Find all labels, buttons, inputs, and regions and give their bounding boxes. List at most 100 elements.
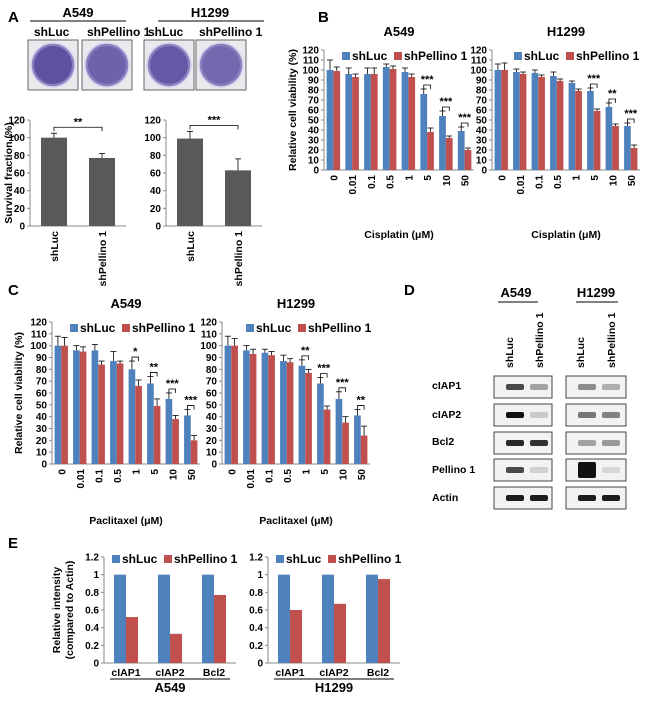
b-a549-xtick-label: 50 [461, 175, 472, 187]
b-h1299-xtick-label: 5 [590, 175, 601, 181]
blot-panel-h1299-0 [565, 375, 627, 399]
b-a549-ytick-label: 120 [302, 46, 319, 57]
c-a549-bar-shpellino-1-1 [79, 351, 87, 464]
b-a549-title: A549 [383, 24, 414, 39]
lane-label-shpellino-h1299: shPellino 1 [606, 312, 618, 368]
e-h1299-xtick-label: Bcl2 [367, 667, 389, 679]
c-a549-xtick-label: 10 [168, 469, 179, 481]
c-h1299-ytick-label: 100 [200, 341, 217, 352]
b-a549-bar-shpellino-1-3 [389, 69, 397, 170]
c-h1299-ytick-label: 110 [201, 329, 218, 340]
a-h1299-ytick-label: 120 [144, 116, 161, 127]
c-h1299-sig-label: *** [317, 363, 331, 375]
a-h1299-ytick-label: 20 [150, 204, 162, 215]
c-h1299-bar-shpellino-1-7 [360, 435, 368, 464]
c-a549-bar-shluc-1 [73, 350, 80, 464]
blot-label-bcl2: Bcl2 [432, 436, 454, 448]
b-h1299-ytick-label: 40 [476, 126, 488, 137]
b-h1299-bar-shluc-7 [624, 126, 631, 170]
a-plate-title-a549: A549 [62, 5, 93, 20]
b-a549-bar-shluc-4 [401, 72, 409, 170]
e-a549-xtick-label: cIAP2 [155, 667, 184, 679]
e-a549-ytick-label: 0.6 [85, 606, 99, 617]
b-h1299-sig-bracket [627, 118, 635, 123]
c-h1299-xtick-label: 0.1 [264, 469, 275, 483]
a-a549-ytick-label: 120 [8, 116, 25, 127]
a-h1299-ytick-label: 60 [150, 169, 162, 180]
b-a549-sig-label: *** [458, 112, 472, 124]
b-a549-ytick-label: 0 [313, 166, 319, 177]
b-a549-sig-label: *** [439, 96, 453, 108]
e-h1299-bar-shpellino-1-0 [290, 610, 302, 663]
c-h1299-bar-shluc-5 [317, 383, 324, 464]
c-a549-bar-shpellino-1-6 [172, 419, 179, 464]
c-a549-ytick-label: 70 [36, 377, 48, 388]
b-a549-legend-swatch-shpellino [394, 52, 402, 60]
panel-letter-b: B [318, 9, 329, 26]
a-h1299-bar-single-0 [177, 138, 203, 226]
blot-band-r3-g1-l1 [602, 467, 620, 473]
e-a549-ytick-label: 1.2 [85, 553, 99, 564]
blot-band-r1-g0-l1 [530, 412, 548, 418]
c-h1299-bar-shpellino-1-2 [268, 355, 275, 464]
b-h1299-ytick-label: 20 [476, 146, 488, 157]
panel-letter-e: E [8, 535, 18, 552]
c-h1299-bar-shluc-1 [243, 350, 250, 464]
c-a549-bar-shluc-4 [128, 369, 136, 464]
a-h1299-bar-single-1 [225, 170, 251, 226]
b-h1299-xtick-label: 10 [608, 175, 619, 187]
b-a549-bar-shpellino-1-6 [445, 138, 453, 170]
b-a549-ytick-label: 50 [308, 116, 320, 127]
c-a549-xtick-label: 0.5 [113, 469, 124, 483]
b-a549-sig-bracket [423, 84, 431, 89]
b-h1299-xtick-label: 50 [627, 175, 638, 187]
c-h1299-xtick-label: 50 [357, 469, 368, 481]
a-a549-xtick-label: shLuc [49, 231, 61, 262]
b-h1299-ytick-label: 80 [476, 86, 488, 97]
blot-band-r1-g1-l1 [602, 412, 620, 418]
c-a549-ylabel: Relative cell viability (%) [13, 332, 25, 454]
b-h1299-xtick-label: 0.5 [553, 175, 564, 189]
c-a549-ytick-label: 50 [36, 400, 48, 411]
c-a549-xtick-label: 0 [57, 469, 68, 475]
c-h1299-ytick-label: 70 [206, 377, 218, 388]
c-h1299-sig-bracket [301, 355, 309, 360]
e-h1299-ytick-label: 0 [257, 659, 263, 670]
e-h1299-legend-swatch-shpellino [328, 555, 336, 563]
blot-label-ciap2: cIAP2 [432, 409, 461, 421]
e-h1299-bar-shluc-1 [322, 574, 334, 663]
c-h1299-sig-label: ** [356, 395, 365, 407]
c-a549-title: A549 [110, 296, 141, 311]
c-h1299-bar-shluc-4 [298, 365, 306, 464]
c-h1299-bar-shpellino-1-1 [249, 353, 257, 464]
a-h1299-xtick-label: shLuc [185, 231, 197, 262]
e-h1299-bar-shluc-2 [366, 574, 378, 663]
a-h1299-xtick-label: shPellino 1 [233, 231, 245, 287]
c-a549-xtick-label: 1 [131, 469, 142, 475]
b-h1299-ytick-label: 120 [470, 46, 487, 57]
c-a549-bar-shluc-2 [91, 350, 99, 464]
c-a549-bar-shpellino-1-4 [135, 385, 142, 464]
e-h1299-ytick-label: 0.8 [249, 588, 263, 599]
c-h1299-xtick-label: 0 [227, 469, 238, 475]
e-a549-bar-shluc-0 [114, 574, 126, 663]
c-h1299-bar-shluc-0 [224, 345, 232, 464]
c-a549-ytick-label: 20 [36, 436, 48, 447]
a-h1299-ytick-label: 100 [144, 133, 161, 144]
c-h1299-bar-shpellino-1-6 [342, 422, 349, 464]
e-a549-ylabel-line1: Relative intensity [51, 567, 63, 654]
b-a549-ytick-label: 100 [302, 66, 319, 77]
c-h1299-xtick-label: 0.5 [283, 469, 294, 483]
c-h1299-ytick-label: 80 [206, 365, 218, 376]
c-h1299-bar-shluc-3 [280, 361, 287, 464]
a-a549-bar-single-0 [41, 137, 67, 226]
b-h1299-bar-shpellino-1-2 [538, 77, 545, 170]
e-a549-xtick-label: Bcl2 [203, 667, 225, 679]
a-a549-ytick-label: 100 [8, 133, 25, 144]
c-h1299-bar-shpellino-1-0 [231, 345, 238, 464]
c-a549-bar-shpellino-1-7 [190, 440, 198, 464]
c-a549-bar-shluc-0 [54, 345, 62, 464]
a-a549-ytick-label: 40 [14, 186, 26, 197]
c-a549-ytick-label: 110 [31, 329, 48, 340]
c-h1299-ytick-label: 30 [206, 424, 218, 435]
